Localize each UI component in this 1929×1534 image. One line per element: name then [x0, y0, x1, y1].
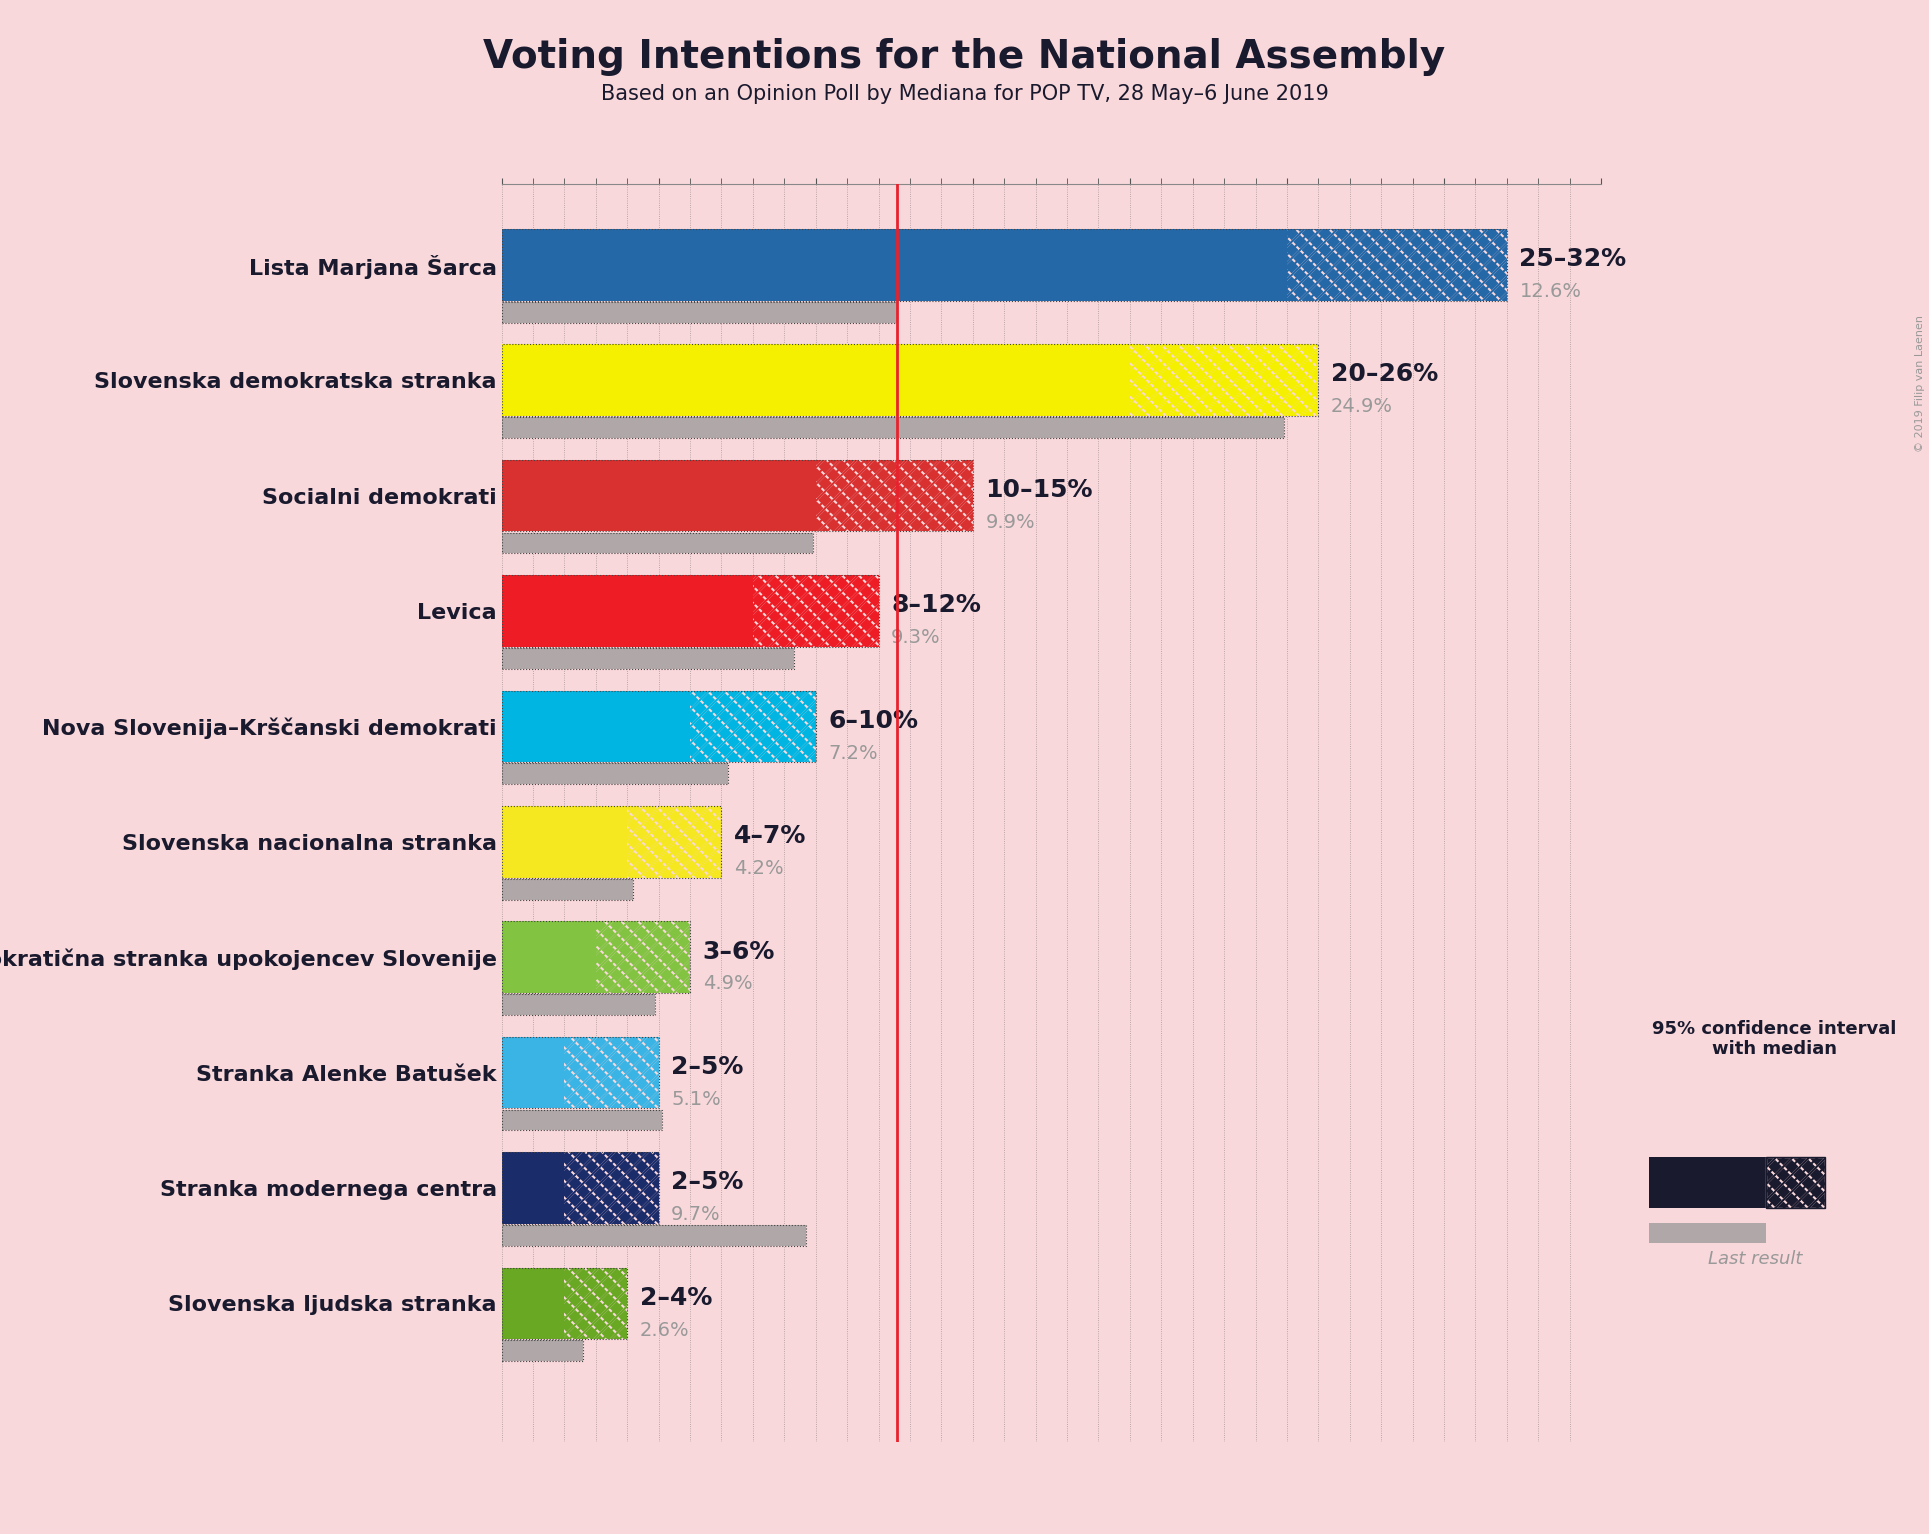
Bar — [502, 922, 691, 992]
Bar — [502, 575, 752, 647]
Text: 95% confidence interval
with median: 95% confidence interval with median — [1653, 1020, 1896, 1058]
Bar — [565, 1267, 627, 1339]
Bar — [1287, 229, 1507, 301]
Bar — [502, 1152, 565, 1224]
Bar — [502, 229, 1507, 301]
Text: 6–10%: 6–10% — [828, 709, 918, 733]
Bar — [502, 1267, 627, 1339]
Text: 8–12%: 8–12% — [891, 594, 982, 617]
Bar — [596, 922, 691, 992]
Bar — [502, 345, 1130, 416]
Text: 20–26%: 20–26% — [1331, 362, 1439, 387]
Bar — [502, 1226, 806, 1246]
Text: 12.6%: 12.6% — [1520, 282, 1582, 301]
Bar — [502, 764, 727, 784]
Bar — [502, 647, 793, 669]
Bar — [502, 1341, 583, 1361]
Bar — [502, 1267, 627, 1339]
Bar — [502, 1109, 662, 1131]
Bar — [502, 1226, 806, 1246]
Bar — [502, 302, 897, 322]
Text: 2.6%: 2.6% — [640, 1321, 689, 1339]
Bar — [502, 1109, 662, 1131]
Text: 2–5%: 2–5% — [671, 1170, 743, 1195]
Text: © 2019 Filip van Laenen: © 2019 Filip van Laenen — [1915, 314, 1925, 453]
Bar — [565, 1152, 658, 1224]
Bar — [502, 460, 972, 531]
Text: Voting Intentions for the National Assembly: Voting Intentions for the National Assem… — [484, 38, 1445, 77]
Bar — [502, 994, 656, 1016]
Bar — [565, 1037, 658, 1109]
Bar — [502, 805, 721, 877]
Bar — [1767, 1158, 1825, 1209]
Bar — [1649, 1158, 1767, 1209]
Bar — [502, 1152, 658, 1224]
Bar — [502, 647, 793, 669]
Bar — [502, 690, 816, 762]
Bar — [1130, 345, 1318, 416]
Text: 7.2%: 7.2% — [828, 744, 878, 762]
Text: Based on an Opinion Poll by Mediana for POP TV, 28 May–6 June 2019: Based on an Opinion Poll by Mediana for … — [600, 84, 1329, 104]
Text: 2–5%: 2–5% — [671, 1055, 743, 1078]
Bar — [502, 345, 1318, 416]
Text: 9.7%: 9.7% — [671, 1206, 721, 1224]
Bar — [502, 922, 691, 992]
Bar — [502, 690, 816, 762]
Text: 9.3%: 9.3% — [891, 627, 941, 647]
Bar — [596, 922, 691, 992]
Bar — [502, 764, 727, 784]
Bar — [502, 575, 878, 647]
Bar — [502, 229, 1287, 301]
Bar — [502, 229, 1507, 301]
Text: 4–7%: 4–7% — [735, 824, 806, 848]
Bar — [502, 1267, 565, 1339]
Bar — [502, 345, 1318, 416]
Text: 4.2%: 4.2% — [735, 859, 783, 877]
Bar — [1767, 1158, 1825, 1209]
Text: Last result: Last result — [1709, 1250, 1802, 1269]
Bar — [502, 922, 596, 992]
Bar — [565, 1267, 627, 1339]
Bar — [502, 302, 897, 322]
Bar — [565, 1037, 658, 1109]
Bar — [502, 1037, 658, 1109]
Text: 10–15%: 10–15% — [986, 479, 1094, 502]
Bar — [502, 460, 816, 531]
Bar — [502, 460, 972, 531]
Bar — [502, 417, 1285, 439]
Bar — [752, 575, 878, 647]
Bar — [627, 805, 721, 877]
Bar — [691, 690, 816, 762]
Bar — [1130, 345, 1318, 416]
Text: 2–4%: 2–4% — [640, 1285, 712, 1310]
Bar — [502, 532, 812, 554]
Bar — [502, 994, 656, 1016]
Bar — [502, 805, 627, 877]
Bar — [502, 690, 691, 762]
Bar — [691, 690, 816, 762]
Bar — [502, 417, 1285, 439]
Bar — [502, 805, 721, 877]
Bar — [502, 879, 633, 899]
Bar — [502, 532, 812, 554]
Bar — [752, 575, 878, 647]
Text: 24.9%: 24.9% — [1331, 397, 1393, 416]
Bar — [502, 1341, 583, 1361]
Text: 4.9%: 4.9% — [702, 974, 752, 994]
Bar — [502, 575, 878, 647]
Text: 3–6%: 3–6% — [702, 939, 775, 963]
Text: 9.9%: 9.9% — [986, 512, 1036, 532]
Bar — [502, 1037, 658, 1109]
Text: 5.1%: 5.1% — [671, 1089, 721, 1109]
Text: 25–32%: 25–32% — [1520, 247, 1626, 272]
Bar — [502, 879, 633, 899]
Bar — [1287, 229, 1507, 301]
Bar — [1649, 1223, 1767, 1244]
Bar — [502, 1152, 658, 1224]
Bar — [627, 805, 721, 877]
Bar — [816, 460, 972, 531]
Bar — [816, 460, 972, 531]
Bar — [502, 1037, 565, 1109]
Bar — [565, 1152, 658, 1224]
